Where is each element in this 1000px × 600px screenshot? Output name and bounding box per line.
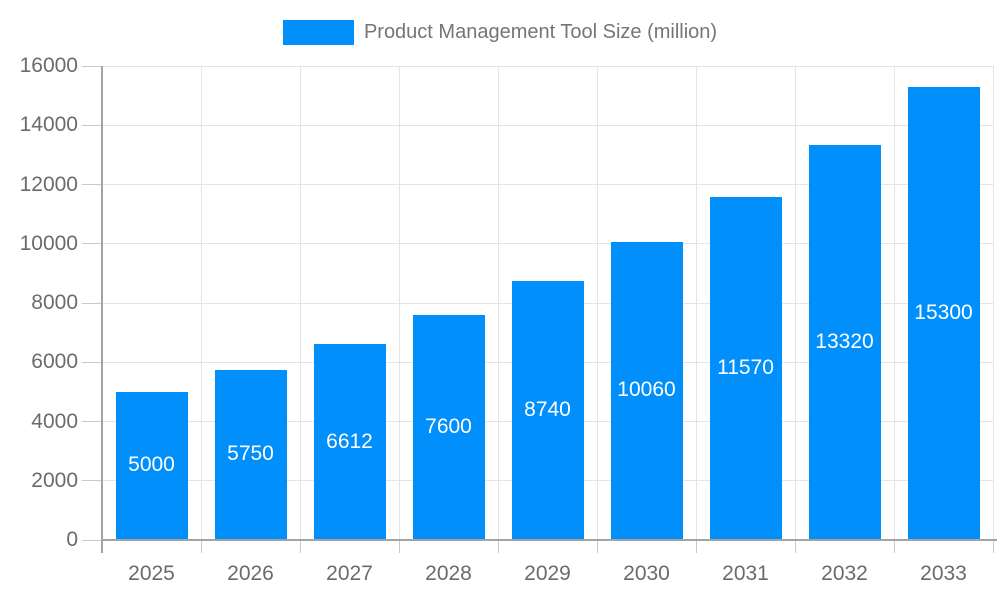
v-gridline	[992, 66, 994, 540]
v-gridline	[794, 66, 796, 540]
v-gridline	[497, 66, 499, 540]
x-axis-tick	[398, 540, 400, 553]
x-axis-tick	[299, 540, 301, 553]
x-tick-label: 2027	[326, 562, 373, 585]
bar[interactable]: 5000	[115, 391, 188, 539]
x-axis-tick	[695, 540, 697, 553]
x-axis-tick	[200, 540, 202, 553]
y-tick-label: 4000	[31, 409, 78, 433]
x-axis-tick	[794, 540, 796, 553]
v-gridline	[398, 66, 400, 540]
v-gridline	[299, 66, 301, 540]
bar-value-label: 13320	[815, 330, 874, 354]
bar-value-label: 5750	[227, 442, 274, 466]
v-gridline	[695, 66, 697, 540]
y-axis-tick	[82, 65, 102, 67]
bar[interactable]: 6612	[313, 344, 386, 539]
legend-swatch[interactable]	[282, 19, 354, 45]
x-axis-line	[102, 539, 997, 541]
bar[interactable]: 13320	[808, 145, 881, 539]
v-gridline	[893, 66, 895, 540]
y-axis-tick	[82, 243, 102, 245]
y-axis-tick	[82, 480, 102, 482]
x-tick-label: 2028	[425, 562, 472, 585]
bar[interactable]: 11570	[709, 197, 782, 539]
bar[interactable]: 7600	[412, 314, 485, 539]
x-tick-label: 2032	[821, 562, 868, 585]
bar-value-label: 7600	[425, 414, 472, 438]
y-tick-label: 8000	[31, 291, 78, 314]
bar[interactable]: 5750	[214, 369, 287, 539]
x-tick-label: 2026	[227, 562, 274, 585]
h-gridline	[102, 243, 993, 245]
y-tick-label: 10000	[19, 231, 78, 255]
x-tick-label: 2031	[722, 562, 769, 585]
x-axis-tick	[497, 540, 499, 553]
h-gridline	[102, 124, 993, 126]
bar-value-label: 6612	[326, 429, 373, 453]
y-tick-label: 14000	[19, 113, 78, 137]
x-tick-label: 2029	[524, 562, 571, 585]
x-tick-label: 2033	[920, 562, 967, 585]
chart-title: Product Management Tool Size (million)	[363, 20, 718, 43]
y-axis-tick	[82, 421, 102, 422]
y-tick-label: 12000	[19, 172, 78, 196]
x-axis-tick	[992, 540, 994, 553]
y-tick-label: 16000	[19, 54, 78, 77]
y-tick-label: 6000	[31, 350, 78, 374]
chart-legend: Product Management Tool Size (million)	[0, 14, 1000, 50]
bar[interactable]: 8740	[511, 281, 584, 539]
y-axis-tick	[82, 124, 102, 126]
bar[interactable]: 15300	[907, 86, 980, 539]
v-gridline	[596, 66, 598, 540]
y-axis-line	[101, 66, 103, 553]
x-axis-tick	[893, 540, 895, 553]
h-gridline	[102, 65, 993, 67]
x-tick-label: 2025	[128, 562, 175, 585]
y-axis-tick	[82, 302, 102, 304]
bar-value-label: 11570	[717, 356, 774, 380]
bar-value-label: 10060	[617, 378, 676, 402]
y-axis-tick	[82, 539, 102, 541]
y-tick-label: 0	[66, 528, 78, 551]
bar-value-label: 8740	[524, 398, 571, 422]
y-axis-tick	[82, 361, 102, 363]
h-gridline	[102, 184, 993, 185]
x-axis-tick	[596, 540, 598, 553]
x-tick-label: 2030	[623, 562, 670, 585]
bar-value-label: 15300	[914, 300, 973, 324]
y-tick-label: 2000	[31, 468, 78, 492]
y-axis-tick	[82, 184, 102, 185]
v-gridline	[200, 66, 202, 540]
bar[interactable]: 10060	[610, 241, 683, 539]
bar-value-label: 5000	[128, 453, 175, 477]
